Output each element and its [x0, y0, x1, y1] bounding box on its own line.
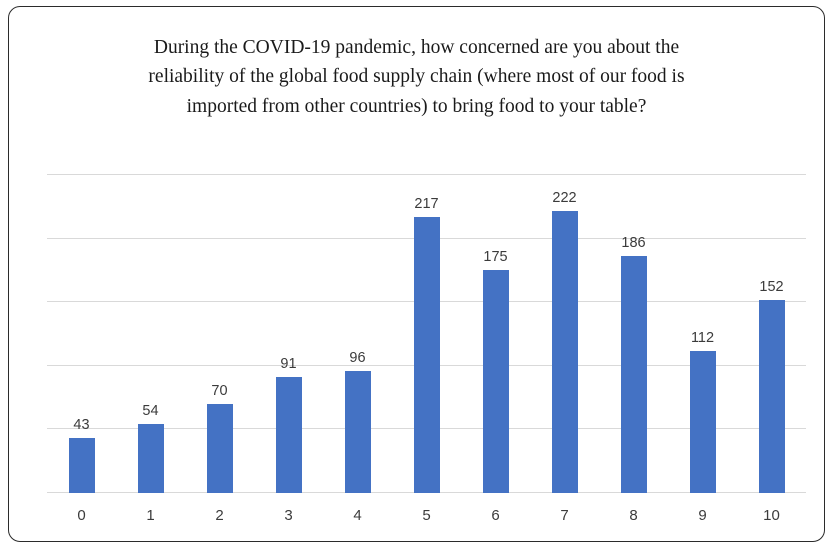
bar-column: 112 [668, 175, 737, 493]
bar-value-label: 152 [759, 278, 784, 295]
gridline [47, 174, 806, 175]
bar-value-label: 91 [280, 356, 297, 373]
x-tick-label: 6 [491, 507, 500, 524]
bar-value-label: 112 [690, 329, 715, 346]
bar-column: 96 [323, 175, 392, 493]
x-tick-label: 2 [215, 507, 224, 524]
bar-value-label: 43 [73, 417, 90, 434]
bar [620, 256, 647, 493]
bar-column: 152 [737, 175, 806, 493]
bar-value-label: 54 [142, 403, 159, 420]
bar [68, 438, 95, 493]
bar-value-label: 222 [552, 189, 577, 206]
bar [344, 370, 371, 493]
x-tick-label: 4 [353, 507, 362, 524]
bar [137, 424, 164, 493]
bar-value-label: 175 [483, 249, 508, 266]
x-tick-label: 9 [698, 507, 707, 524]
plot-area: 43 54 70 91 96 217 175 222 186 112 152 [47, 174, 806, 493]
bar [206, 403, 233, 493]
x-axis: 0 1 2 3 4 5 6 7 8 9 10 [47, 499, 806, 524]
bars-container: 43 54 70 91 96 217 175 222 186 112 152 [47, 175, 806, 493]
x-tick-label: 3 [284, 507, 293, 524]
x-tick-label: 5 [422, 507, 431, 524]
bar [689, 350, 716, 493]
x-tick-label: 10 [763, 507, 780, 524]
chart-frame: During the COVID-19 pandemic, how concer… [8, 6, 825, 542]
bar-value-label: 186 [621, 235, 646, 252]
x-tick-label: 7 [560, 507, 569, 524]
bar-column: 186 [599, 175, 668, 493]
bar-value-label: 217 [414, 195, 439, 212]
bar-value-label: 70 [211, 382, 228, 399]
bar [758, 299, 785, 493]
x-tick-label: 8 [629, 507, 638, 524]
bar-column: 175 [461, 175, 530, 493]
bar-column: 70 [185, 175, 254, 493]
bar-column: 91 [254, 175, 323, 493]
bar-column: 54 [116, 175, 185, 493]
bar [275, 377, 302, 493]
bar-column: 222 [530, 175, 599, 493]
bar-value-label: 96 [349, 349, 366, 366]
bar-column: 217 [392, 175, 461, 493]
bar [482, 270, 509, 493]
x-tick-label: 0 [77, 507, 86, 524]
bar-column: 43 [47, 175, 116, 493]
x-tick-label: 1 [146, 507, 155, 524]
bar [413, 216, 440, 493]
bar [551, 210, 578, 493]
chart-title: During the COVID-19 pandemic, how concer… [148, 37, 685, 117]
